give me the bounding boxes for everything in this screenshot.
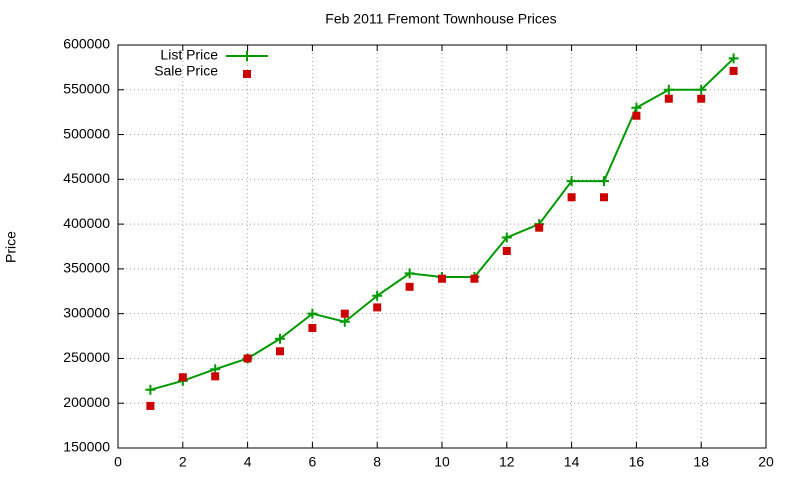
- point: [146, 401, 155, 410]
- x-tick-label: 18: [693, 454, 709, 470]
- point: [631, 102, 642, 113]
- y-tick-label: 150000: [63, 439, 110, 455]
- point: [632, 111, 641, 120]
- x-tick-label: 10: [434, 454, 450, 470]
- y-tick-label: 550000: [63, 80, 110, 96]
- y-tick-label: 500000: [63, 125, 110, 141]
- y-tick-label: 400000: [63, 215, 110, 231]
- point: [307, 308, 318, 319]
- point: [405, 282, 414, 291]
- x-tick-label: 4: [244, 454, 252, 470]
- point: [276, 347, 284, 356]
- point: [664, 94, 673, 103]
- y-tick-label: 300000: [63, 304, 110, 320]
- point: [697, 94, 706, 103]
- point: [340, 309, 349, 318]
- y-tick-label: 200000: [63, 394, 110, 410]
- y-tick-label: 600000: [63, 36, 110, 52]
- point: [372, 290, 383, 301]
- x-tick-label: 0: [114, 454, 122, 470]
- chart-title: Feb 2011 Fremont Townhouse Prices: [325, 11, 556, 27]
- x-tick-label: 8: [373, 454, 381, 470]
- point: [567, 193, 576, 202]
- point: [308, 323, 317, 332]
- x-tick-label: 14: [564, 454, 580, 470]
- point: [404, 268, 415, 279]
- plot-border: [117, 44, 767, 449]
- point: [535, 223, 544, 232]
- point: [728, 53, 739, 64]
- point: [145, 384, 156, 395]
- point: [211, 372, 220, 381]
- point: [696, 84, 707, 95]
- x-tick-label: 20: [758, 454, 774, 470]
- x-tick-label: 2: [179, 454, 187, 470]
- point: [502, 246, 511, 255]
- point: [566, 176, 577, 187]
- y-tick-label: 450000: [63, 170, 110, 186]
- x-tick-label: 6: [309, 454, 317, 470]
- y-tick-label: 250000: [63, 349, 110, 365]
- legend-label: List Price: [160, 47, 218, 63]
- legend-marker: [242, 51, 252, 61]
- point: [178, 373, 187, 382]
- y-tick-label: 350000: [63, 260, 110, 276]
- point: [339, 316, 350, 327]
- point: [275, 333, 285, 344]
- point: [243, 354, 252, 363]
- point: [600, 193, 608, 202]
- x-tick-label: 16: [629, 454, 645, 470]
- x-tick-label: 12: [499, 454, 515, 470]
- point: [663, 84, 674, 95]
- legend-marker: [243, 70, 251, 78]
- point: [501, 232, 512, 243]
- y-axis-label: Price: [3, 231, 19, 263]
- legend-label: Sale Price: [154, 63, 218, 79]
- point: [438, 274, 446, 283]
- point: [729, 66, 738, 75]
- point: [373, 303, 382, 312]
- point: [599, 176, 609, 187]
- point: [470, 274, 479, 283]
